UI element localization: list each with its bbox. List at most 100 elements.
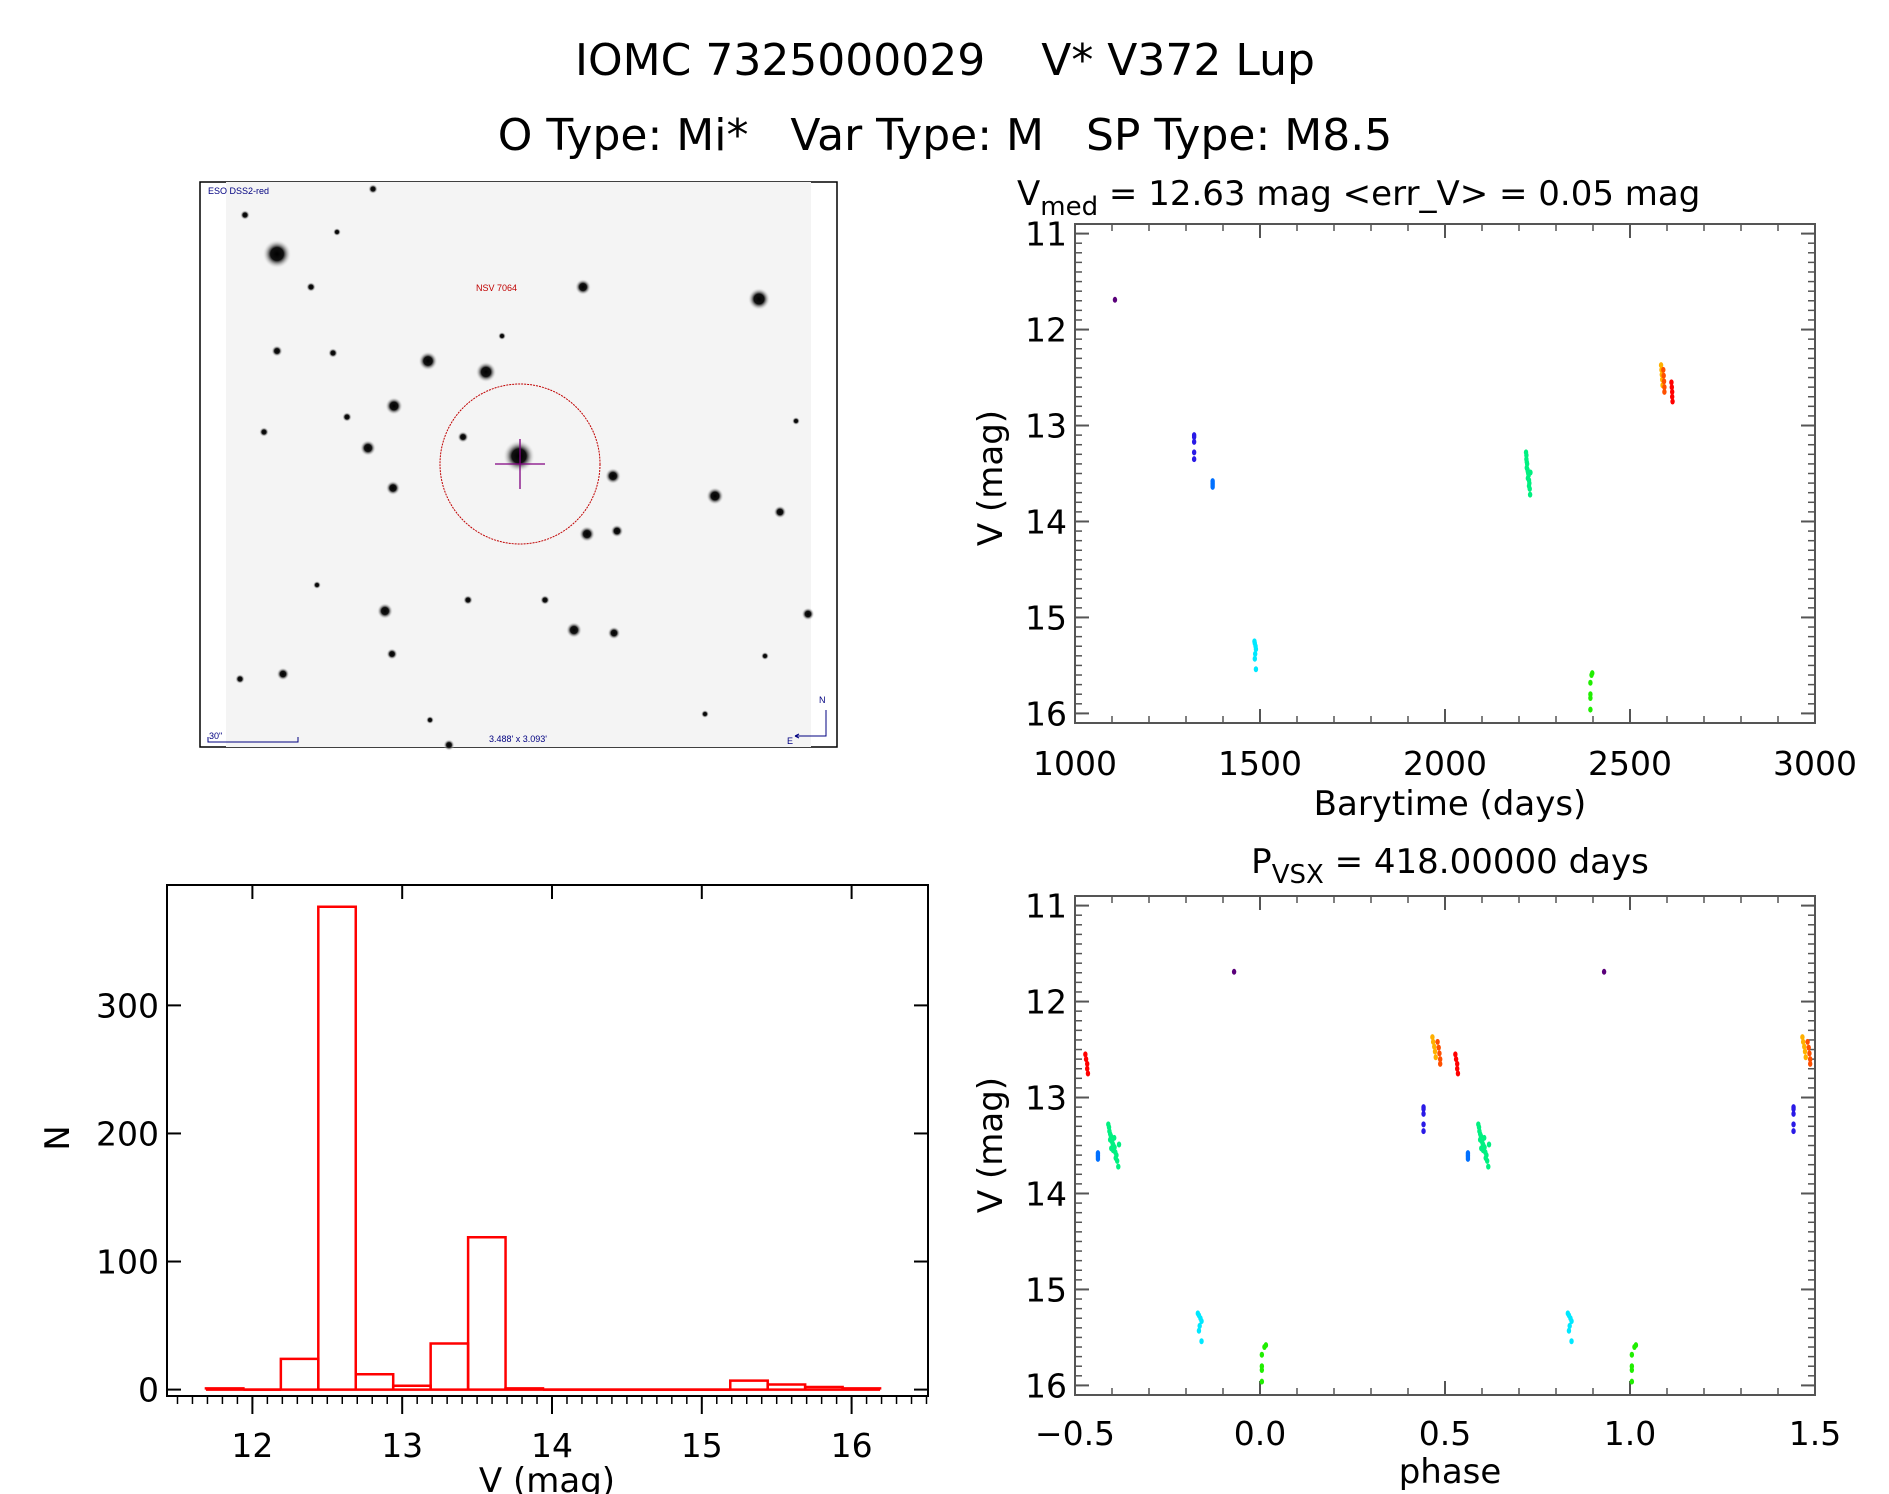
x-axis-label: V (mag) — [479, 1461, 615, 1494]
y-tick-label: 11 — [1025, 215, 1067, 254]
data-point — [1191, 438, 1197, 445]
data-point — [1803, 1054, 1808, 1061]
data-point — [1083, 1056, 1089, 1063]
histogram-bar — [354, 1372, 395, 1390]
data-point — [1231, 968, 1237, 975]
star — [276, 667, 290, 681]
data-point — [1421, 1106, 1426, 1113]
data-point — [1430, 1038, 1436, 1045]
y-tick-label: 11 — [1025, 887, 1067, 926]
title-line2: O Type: Mi* Var Type: M SP Type: M8.5 — [498, 110, 1392, 161]
star — [475, 361, 497, 383]
y-tick-label: 300 — [96, 986, 159, 1025]
y-axis-label: V (mag) — [971, 410, 1011, 546]
data-point — [1262, 1344, 1267, 1351]
data-point — [1109, 1145, 1114, 1152]
star — [503, 440, 535, 472]
histogram-bar — [466, 1235, 507, 1390]
star — [579, 526, 595, 542]
data-point — [1791, 1128, 1796, 1135]
data-point — [1566, 1327, 1572, 1334]
data-point — [1479, 1145, 1484, 1152]
y-tick-label: 100 — [96, 1243, 159, 1282]
data-point — [1435, 1038, 1440, 1045]
data-point — [1662, 388, 1667, 395]
data-point — [1658, 362, 1664, 369]
y-axis-label: V (mag) — [971, 1077, 1011, 1213]
title-subscript: med — [1040, 192, 1098, 222]
data-point — [1116, 1163, 1121, 1170]
title-rest: = 12.63 mag <err_V> = 0.05 mag — [1098, 174, 1700, 214]
data-point — [1432, 1048, 1438, 1055]
star — [240, 210, 250, 220]
data-point — [1669, 393, 1675, 400]
y-tick-label: 13 — [1025, 407, 1067, 446]
y-axis-label: N — [38, 1125, 78, 1150]
data-point — [1669, 379, 1674, 386]
object-label: NSV 7064 — [476, 283, 517, 293]
histogram-bar — [279, 1357, 320, 1390]
star — [610, 524, 624, 538]
data-point — [1670, 398, 1675, 405]
data-point — [1669, 388, 1675, 395]
star — [792, 417, 800, 425]
lightcurve-chart: Vmed = 12.63 mag <err_V> = 0.05 mag Bary… — [971, 174, 1857, 824]
star — [443, 739, 455, 751]
x-axis-label: phase — [1399, 1452, 1502, 1492]
x-tick-label: 2500 — [1588, 744, 1672, 783]
title-subscript: VSX — [1272, 860, 1324, 890]
data-point — [1601, 968, 1607, 975]
data-point — [1421, 1121, 1426, 1128]
data-point — [1252, 650, 1258, 657]
data-point — [1437, 1056, 1443, 1063]
data-point — [1455, 1065, 1460, 1072]
x-tick-label: 1.0 — [1604, 1414, 1656, 1453]
y-tick-label: 14 — [1025, 502, 1067, 541]
data-point — [1669, 384, 1675, 391]
star — [271, 345, 283, 357]
star — [235, 674, 245, 684]
scale-label: 30" — [209, 731, 222, 741]
data-point — [1802, 1048, 1808, 1055]
lightcurve-title: Vmed = 12.63 mag <err_V> = 0.05 mag — [1017, 174, 1700, 222]
data-point — [1436, 1044, 1441, 1051]
data-point — [1588, 706, 1593, 713]
x-axis-label: Barytime (days) — [1314, 784, 1587, 824]
data-point — [1421, 1128, 1426, 1135]
y-tick-label: 0 — [138, 1371, 159, 1410]
star — [773, 505, 787, 519]
star — [385, 480, 401, 496]
x-tick-label: 16 — [831, 1426, 873, 1465]
data-point — [1199, 1338, 1204, 1345]
y-tick-label: 12 — [1025, 311, 1067, 350]
data-point — [1805, 1038, 1810, 1045]
data-point — [1259, 1351, 1265, 1358]
histogram-bar — [317, 905, 358, 1390]
data-point — [1114, 1157, 1120, 1164]
x-tick-label: 3000 — [1773, 744, 1857, 783]
star — [360, 440, 376, 456]
x-tick-label: 15 — [681, 1426, 723, 1465]
y-tick-label: 16 — [1025, 694, 1067, 733]
star — [801, 607, 815, 621]
x-tick-label: 2000 — [1403, 744, 1487, 783]
data-point — [1486, 1141, 1492, 1148]
x-tick-label: 0.5 — [1419, 1414, 1471, 1453]
data-point — [1210, 483, 1215, 490]
data-point — [1437, 1050, 1442, 1057]
x-tick-label: 13 — [381, 1426, 423, 1465]
data-point — [1116, 1141, 1122, 1148]
data-point — [1199, 1318, 1204, 1325]
star — [540, 595, 550, 605]
data-point — [1465, 1155, 1471, 1162]
star — [385, 397, 403, 415]
data-point — [1482, 1134, 1487, 1141]
data-point — [1527, 491, 1533, 498]
east-label: E — [787, 736, 793, 746]
y-tick-label: 15 — [1025, 598, 1067, 637]
star — [457, 431, 469, 443]
data-point — [1791, 1106, 1796, 1113]
data-point — [1486, 1163, 1491, 1170]
star — [368, 184, 378, 194]
